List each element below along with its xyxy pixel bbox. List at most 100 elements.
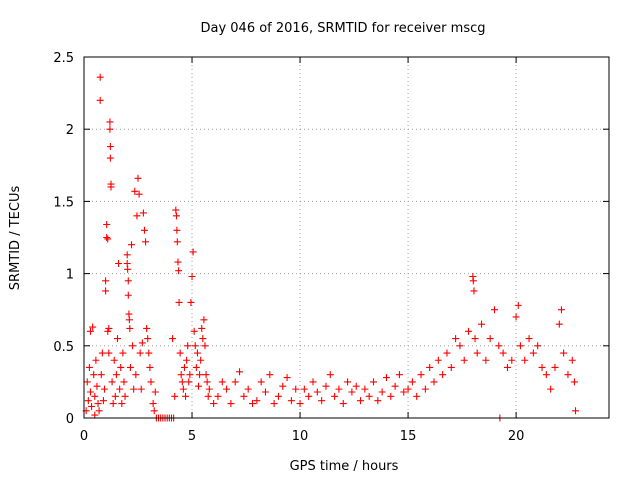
x-tick-label: 20 — [508, 429, 525, 444]
data-point — [198, 324, 206, 332]
data-point — [287, 397, 295, 405]
data-point — [173, 226, 181, 234]
data-point — [103, 234, 111, 241]
data-point — [182, 392, 190, 400]
data-point — [538, 363, 546, 371]
data-point — [344, 378, 352, 386]
data-point — [145, 349, 153, 357]
data-point — [173, 238, 181, 246]
data-point — [120, 378, 128, 386]
data-point — [195, 382, 203, 390]
data-point — [421, 385, 429, 393]
data-point — [503, 363, 511, 371]
data-point — [185, 378, 193, 386]
data-point — [97, 371, 105, 379]
data-point — [92, 356, 100, 364]
data-point — [292, 385, 300, 393]
data-point — [365, 392, 373, 400]
data-point — [296, 400, 304, 408]
data-point — [102, 277, 110, 285]
data-point — [108, 378, 116, 386]
data-point — [192, 363, 200, 371]
data-point — [129, 342, 137, 350]
data-point — [218, 378, 226, 386]
data-point — [104, 327, 112, 335]
data-point — [106, 118, 114, 126]
data-point — [190, 327, 198, 335]
data-point — [331, 392, 339, 400]
data-point — [172, 212, 180, 220]
data-point — [136, 349, 144, 357]
data-point — [197, 356, 205, 364]
data-points — [82, 73, 580, 422]
data-point — [205, 385, 213, 393]
data-point — [142, 238, 150, 246]
data-point — [121, 392, 129, 400]
data-point — [249, 400, 257, 408]
data-point — [99, 397, 107, 405]
data-point — [534, 342, 542, 350]
data-point — [200, 316, 208, 324]
data-point — [542, 371, 550, 379]
data-point — [404, 385, 412, 393]
data-point — [151, 388, 159, 396]
data-point — [361, 385, 369, 393]
data-point — [118, 400, 126, 408]
data-point — [305, 392, 313, 400]
data-point — [125, 316, 133, 324]
data-point — [150, 407, 158, 415]
data-point — [210, 400, 218, 408]
data-point — [357, 397, 365, 405]
data-point — [94, 400, 102, 408]
data-point — [115, 259, 123, 267]
data-point — [261, 388, 269, 396]
data-point — [387, 392, 395, 400]
data-point — [106, 154, 114, 162]
data-point — [124, 277, 132, 285]
data-point — [144, 335, 152, 343]
data-point — [119, 349, 127, 357]
data-point — [452, 335, 460, 343]
y-tick-label: 0 — [66, 412, 74, 427]
data-point — [469, 277, 477, 285]
data-point — [514, 301, 522, 309]
data-point — [300, 385, 308, 393]
data-point — [178, 378, 186, 386]
data-point — [236, 368, 244, 376]
data-point — [104, 235, 112, 243]
data-point — [408, 378, 416, 386]
data-point — [196, 371, 204, 379]
data-point — [391, 382, 399, 390]
data-point — [110, 356, 118, 364]
data-point — [555, 320, 563, 328]
data-point — [460, 356, 468, 364]
data-point — [378, 388, 386, 396]
data-point — [318, 397, 326, 405]
y-tick-label: 1 — [66, 268, 74, 283]
x-tick-label: 15 — [400, 429, 417, 444]
data-point — [395, 371, 403, 379]
data-point — [143, 324, 151, 332]
data-point — [417, 371, 425, 379]
data-point — [374, 397, 382, 405]
data-point — [439, 371, 447, 379]
data-point — [105, 324, 113, 332]
data-point — [113, 335, 121, 343]
data-point — [95, 407, 103, 415]
data-point — [140, 226, 148, 234]
data-point — [132, 371, 140, 379]
data-point — [179, 385, 187, 393]
data-point — [111, 392, 119, 400]
data-point — [98, 349, 106, 357]
data-point — [560, 349, 568, 357]
data-point — [525, 335, 533, 343]
data-point — [279, 382, 287, 390]
data-point — [138, 339, 146, 347]
data-point — [335, 385, 343, 393]
data-point — [486, 335, 494, 343]
data-point — [470, 287, 478, 295]
data-point — [123, 251, 131, 259]
data-point — [465, 327, 473, 335]
data-point — [430, 378, 438, 386]
y-tick-label: 0.5 — [53, 340, 74, 355]
